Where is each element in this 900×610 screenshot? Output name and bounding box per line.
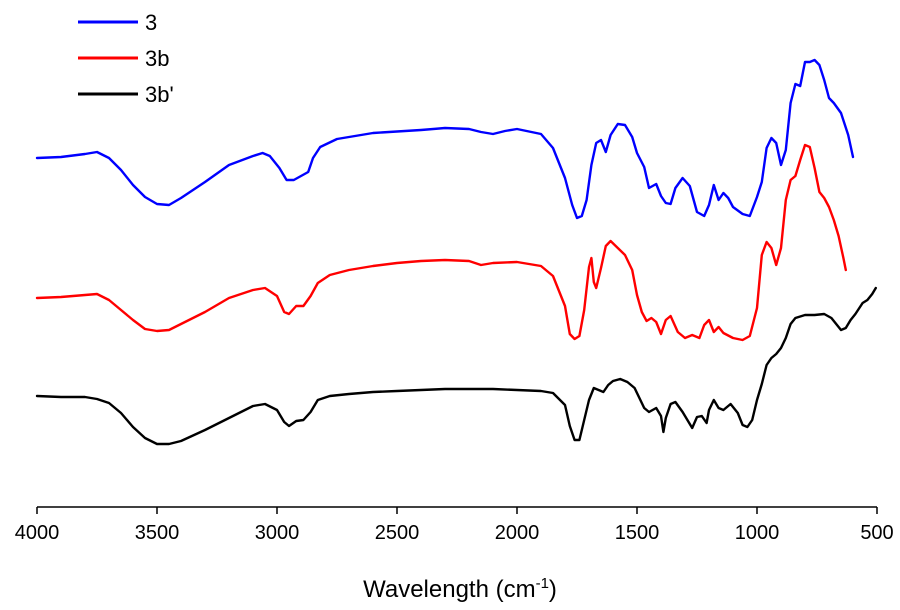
legend-label-1: 3b	[145, 46, 169, 71]
x-tick-label-7: 500	[860, 522, 893, 544]
x-tick-label-5: 1500	[615, 522, 660, 544]
x-tick-label-4: 2000	[495, 522, 540, 544]
x-ticks: 4000 3500 3000 2500 2000 1500 1000 500	[15, 507, 894, 544]
x-tick-label-2: 3000	[255, 522, 300, 544]
legend-label-0: 3	[145, 10, 157, 35]
series-layer	[35, 58, 877, 446]
x-axis-title: Wavelength (cm-1)	[363, 575, 557, 603]
x-tick-label-6: 1000	[735, 522, 780, 544]
series-line-0	[35, 58, 855, 220]
legend: 3 3b 3b'	[78, 10, 174, 107]
x-tick-label-3: 2500	[375, 522, 420, 544]
series-line-1	[35, 143, 847, 342]
legend-label-2: 3b'	[145, 82, 174, 107]
series-line-2	[35, 286, 877, 446]
x-tick-label-1: 3500	[135, 522, 180, 544]
x-tick-label-0: 4000	[15, 522, 60, 544]
